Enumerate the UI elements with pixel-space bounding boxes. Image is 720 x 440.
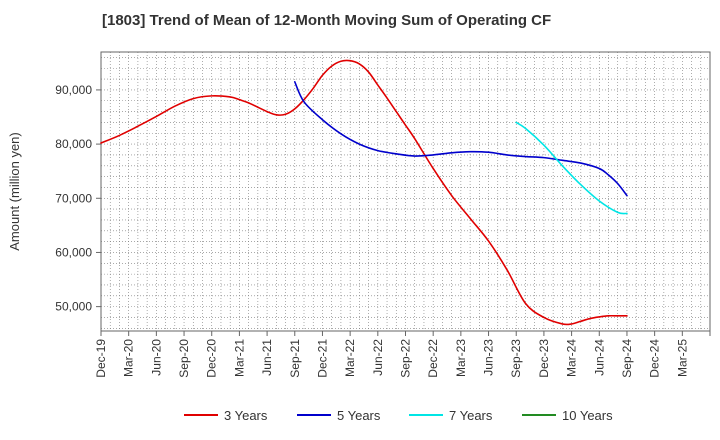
x-tick-label: Sep-23: [509, 339, 523, 378]
x-tick-label: Sep-22: [399, 339, 413, 378]
series-line-3-years: [100, 59, 628, 326]
x-tick-label: Sep-21: [288, 339, 302, 378]
y-tick-label: 60,000: [55, 245, 92, 259]
legend-label: 7 Years: [449, 408, 493, 423]
series-lines: [100, 59, 628, 326]
legend-label: 5 Years: [337, 408, 381, 423]
x-tick-label: Sep-24: [620, 339, 634, 378]
y-axis: 50,000 60,000 70,000 80,000 90,000: [55, 83, 101, 314]
x-tick-label: Dec-22: [426, 339, 440, 378]
series-line-7-years: [515, 121, 628, 215]
legend-label: 3 Years: [224, 408, 268, 423]
x-tick-label: Jun-20: [149, 339, 163, 376]
x-tick-label: Mar-20: [122, 339, 136, 377]
x-tick-label: Dec-23: [537, 339, 551, 378]
legend: 3 Years 5 Years 7 Years 10 Years: [184, 408, 613, 423]
x-tick-label: Dec-19: [94, 339, 108, 378]
y-tick-label: 90,000: [55, 83, 92, 97]
x-tick-label: Mar-24: [565, 339, 579, 377]
y-axis-title: Amount (million yen): [7, 132, 22, 251]
x-tick-label: Dec-20: [205, 339, 219, 378]
y-tick-label: 70,000: [55, 191, 92, 205]
grid-lines: [101, 52, 710, 331]
chart-title: [1803] Trend of Mean of 12-Month Moving …: [102, 12, 552, 29]
y-tick-label: 80,000: [55, 137, 92, 151]
series-line-5-years: [293, 81, 628, 197]
x-tick-label: Dec-24: [648, 339, 662, 378]
x-tick-label: Jun-24: [592, 339, 606, 376]
x-tick-label: Mar-23: [454, 339, 468, 377]
x-tick-label: Dec-21: [315, 339, 329, 378]
x-tick-label: Sep-20: [177, 339, 191, 378]
x-tick-label: Jun-22: [371, 339, 385, 376]
x-tick-label: Mar-25: [675, 339, 689, 377]
legend-label: 10 Years: [562, 408, 613, 423]
x-tick-label: Jun-23: [482, 339, 496, 376]
x-tick-label: Mar-22: [343, 339, 357, 377]
x-tick-label: Mar-21: [232, 339, 246, 377]
x-axis: Dec-19 Mar-20 Jun-20 Sep-20 Dec-20 Mar-21 Jun-…: [94, 331, 711, 378]
y-tick-label: 50,000: [55, 300, 92, 314]
x-tick-label: Jun-21: [260, 339, 274, 376]
